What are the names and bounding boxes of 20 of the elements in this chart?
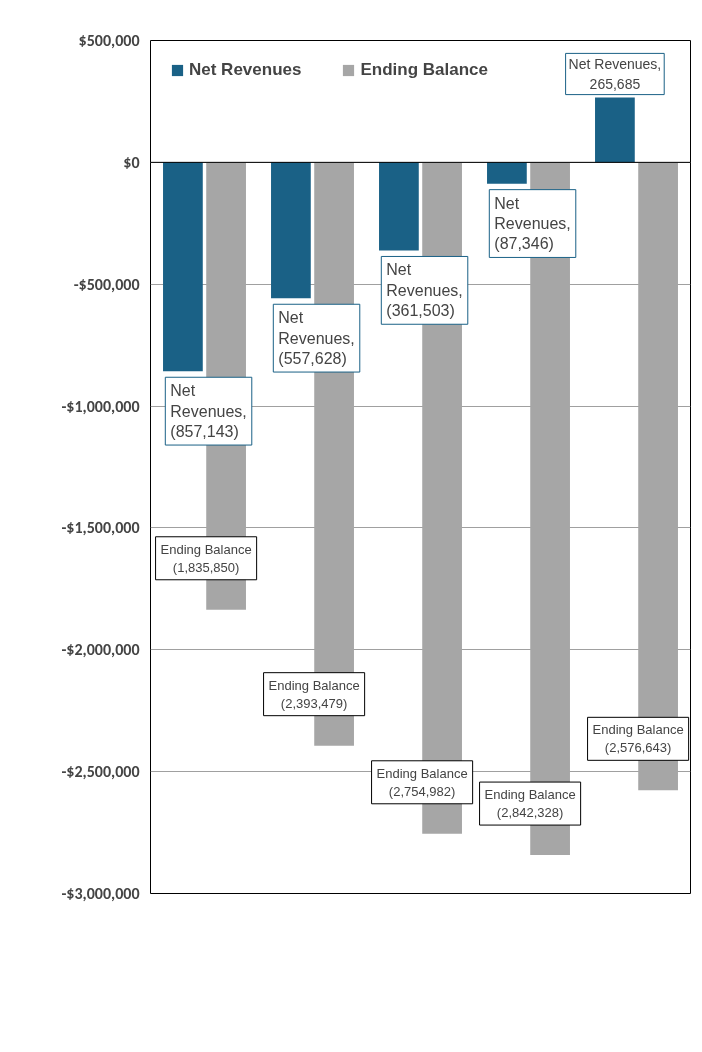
y-tick-label: $500,000 bbox=[78, 31, 140, 50]
data-label: Ending Balance (2,576,643) bbox=[592, 722, 684, 756]
data-label: Net Revenues, (857,143) bbox=[170, 382, 247, 441]
data-label: Net Revenues, (87,346) bbox=[494, 194, 571, 253]
data-label: Ending Balance (2,393,479) bbox=[268, 677, 360, 711]
legend-label: Ending Balance bbox=[360, 60, 488, 80]
y-tick-label: -$1,500,000 bbox=[61, 518, 140, 538]
y-tick-label: -$2,500,000 bbox=[61, 762, 140, 782]
y-tick-label: -$500,000 bbox=[73, 274, 140, 294]
data-label: Net Revenues, 265,685 bbox=[568, 56, 662, 92]
y-tick-label: -$1,000,000 bbox=[61, 396, 140, 416]
data-label: Ending Balance (1,835,850) bbox=[160, 541, 252, 575]
data-label: Net Revenues, (557,628) bbox=[278, 309, 355, 368]
data-label: Ending Balance (2,842,328) bbox=[484, 787, 576, 821]
data-label: Ending Balance (2,754,982) bbox=[376, 765, 468, 799]
y-tick-label: $0 bbox=[123, 152, 140, 172]
y-tick-label: -$2,000,000 bbox=[61, 640, 140, 660]
y-tick-label: -$3,000,000 bbox=[61, 884, 140, 903]
data-label: Net Revenues, (361,503) bbox=[386, 261, 463, 320]
legend-label: Net Revenues bbox=[189, 60, 302, 80]
